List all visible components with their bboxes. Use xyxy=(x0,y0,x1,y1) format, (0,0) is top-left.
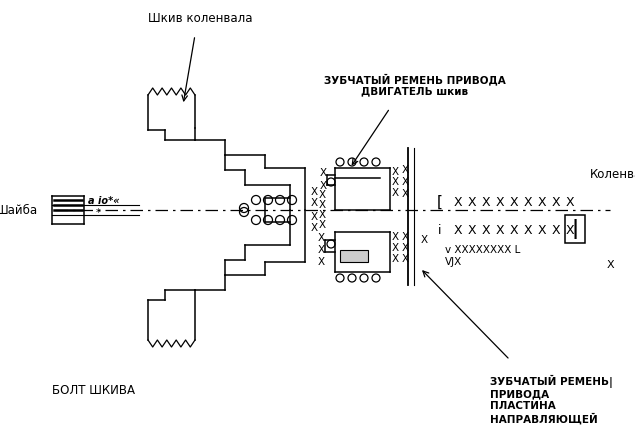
Bar xyxy=(565,215,585,243)
Text: X: X xyxy=(453,196,462,209)
Text: Шкив коленвала: Шкив коленвала xyxy=(148,12,252,25)
Text: i: i xyxy=(438,224,442,236)
Text: X: X xyxy=(391,167,399,177)
Text: X: X xyxy=(524,224,532,236)
Text: X: X xyxy=(318,245,324,255)
Bar xyxy=(340,250,368,262)
Text: X: X xyxy=(318,210,326,220)
Text: Коленвал: Коленвал xyxy=(590,169,635,181)
Text: X: X xyxy=(482,196,490,209)
Text: VJX: VJX xyxy=(445,257,462,267)
Text: X: X xyxy=(391,243,399,253)
Text: X: X xyxy=(401,232,408,242)
Text: X: X xyxy=(318,220,326,230)
Text: X: X xyxy=(318,233,324,243)
Text: X: X xyxy=(538,196,546,209)
Text: X: X xyxy=(311,187,318,197)
Text: БОЛТ ШКИВА: БОЛТ ШКИВА xyxy=(52,384,135,396)
Text: X: X xyxy=(510,196,518,209)
Text: X: X xyxy=(538,224,546,236)
Text: X: X xyxy=(311,212,318,222)
Text: X: X xyxy=(311,198,318,208)
Text: v XXXXXXXX L: v XXXXXXXX L xyxy=(445,245,520,255)
Text: X: X xyxy=(319,168,326,178)
Text: Шайба: Шайба xyxy=(0,203,38,216)
Text: X: X xyxy=(391,232,399,242)
Text: X: X xyxy=(482,224,490,236)
Text: *: * xyxy=(96,208,101,218)
Text: X: X xyxy=(552,224,560,236)
Text: X: X xyxy=(318,257,324,267)
Text: X: X xyxy=(453,224,462,236)
Text: X: X xyxy=(566,196,574,209)
Text: X: X xyxy=(401,189,408,199)
Text: X: X xyxy=(391,177,399,187)
Text: ЗУБЧАТЫЙ РЕМЕНЬ|
ПРИВОДА
ПЛАСТИНА
НАПРАВЛЯЮЩЕЙ: ЗУБЧАТЫЙ РЕМЕНЬ| ПРИВОДА ПЛАСТИНА НАПРАВ… xyxy=(490,375,613,425)
Text: X: X xyxy=(566,224,574,236)
Text: X: X xyxy=(391,254,399,264)
Text: X: X xyxy=(510,224,518,236)
Text: [: [ xyxy=(437,194,443,209)
Text: X: X xyxy=(496,224,504,236)
Text: X: X xyxy=(524,196,532,209)
Text: |: | xyxy=(572,219,578,239)
Text: X: X xyxy=(401,177,408,187)
Text: X: X xyxy=(468,196,476,209)
Text: X: X xyxy=(552,196,560,209)
Text: X: X xyxy=(391,188,399,198)
Text: X: X xyxy=(318,200,326,210)
Text: ЗУБЧАТЫЙ РЕМЕНЬ ПРИВОДА
ДВИГАТЕЛЬ шкив: ЗУБЧАТЫЙ РЕМЕНЬ ПРИВОДА ДВИГАТЕЛЬ шкив xyxy=(324,74,506,97)
Text: X: X xyxy=(401,254,408,264)
Text: X: X xyxy=(318,190,326,200)
Text: X: X xyxy=(401,243,408,253)
Text: X: X xyxy=(420,235,427,245)
Text: X: X xyxy=(311,223,318,233)
Text: X: X xyxy=(468,224,476,236)
Text: X: X xyxy=(319,181,326,191)
Text: a io*«: a io*« xyxy=(88,196,119,206)
Text: X: X xyxy=(401,165,408,175)
Text: X: X xyxy=(606,260,614,270)
Text: X: X xyxy=(496,196,504,209)
